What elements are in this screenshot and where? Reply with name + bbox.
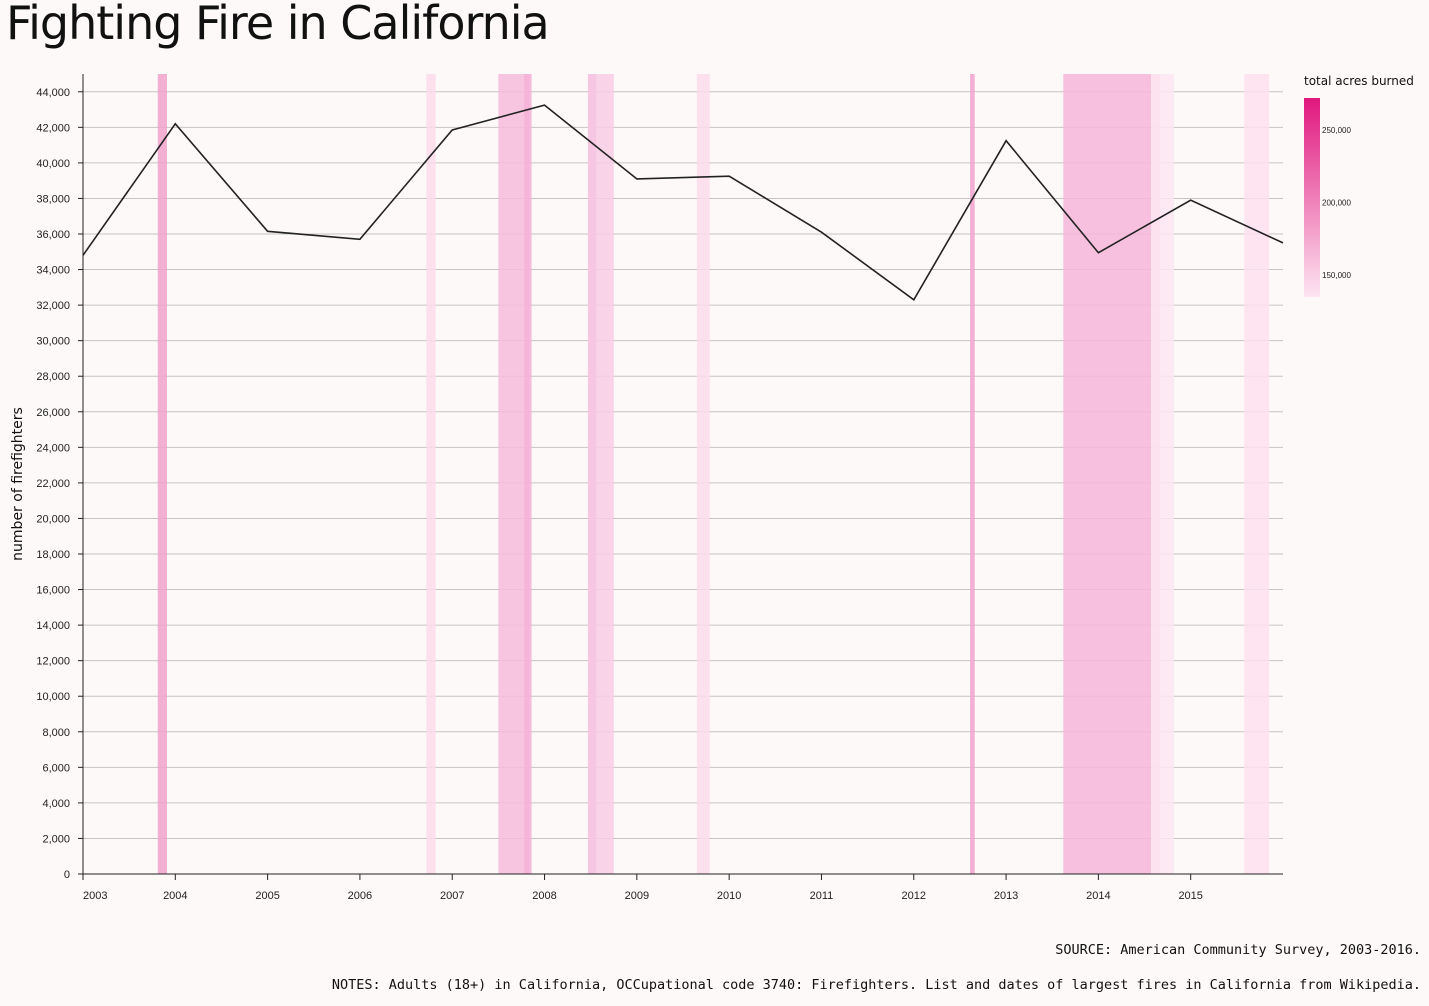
legend-title: total acres burned [1304,74,1414,88]
fire-band [1244,74,1270,874]
y-tick-label: 4,000 [42,798,70,810]
fire-band [498,74,529,874]
y-tick-label: 0 [64,869,70,881]
x-tick-label: 2010 [717,890,741,902]
y-tick-label: 34,000 [36,265,70,277]
fire-band [1063,74,1161,874]
fire-band [157,74,167,874]
notes-note: NOTES: Adults (18+) in California, OCCup… [331,977,1421,993]
y-tick-label: 40,000 [36,158,70,170]
y-tick-label: 12,000 [36,656,70,668]
x-tick-label: 2009 [625,890,649,902]
legend-tick-label: 250,000 [1322,126,1351,135]
series-lines [82,104,1284,301]
legend-tick-label: 200,000 [1322,199,1351,208]
y-tick-label: 8,000 [42,727,70,739]
x-tick-label: 2003 [83,890,107,902]
x-tick-label: 2014 [1086,890,1110,902]
axes: 0 2,000 4,000 6,000 8,000 10,000 12,000 14,000 1… [10,74,1283,902]
legend-color-bar [1304,98,1320,297]
x-tick-label: 2004 [163,890,187,902]
y-tick-label: 16,000 [36,585,70,597]
y-tick-label: 18,000 [36,549,70,561]
y-tick-label: 26,000 [36,407,70,419]
x-tick-label: 2007 [440,890,464,902]
fire-bands [157,74,1270,874]
y-tick-label: 32,000 [36,300,70,312]
fire-band [587,74,597,874]
y-tick-label: 38,000 [36,193,70,205]
fire-band [1151,74,1175,874]
x-tick-label: 2012 [902,890,926,902]
x-tick-label: 2006 [348,890,372,902]
legend-tick-label: 150,000 [1322,271,1351,280]
y-tick-label: 28,000 [36,371,70,383]
fire-band [696,74,710,874]
y-tick-label: 22,000 [36,478,70,490]
y-tick-label: 20,000 [36,513,70,525]
y-tick-label: 10,000 [36,691,70,703]
y-tick-label: 2,000 [42,833,70,845]
series-line [82,104,1284,301]
y-tick-label: 42,000 [36,122,70,134]
fire-band [970,74,975,874]
y-tick-label: 30,000 [36,336,70,348]
x-tick-label: 2013 [994,890,1018,902]
fire-band [426,74,436,874]
x-tick-label: 2008 [532,890,556,902]
x-tick-label: 2015 [1178,890,1202,902]
y-tick-label: 6,000 [42,762,70,774]
x-tick-label: 2011 [810,890,834,902]
y-tick-label: 14,000 [36,620,70,632]
x-tick-label: 2005 [255,890,279,902]
fire-band [524,74,532,874]
y-axis-title: number of firefighters [10,407,26,561]
y-tick-label: 24,000 [36,442,70,454]
page-title: Fighting Fire in California [6,0,550,50]
y-tick-label: 36,000 [36,229,70,241]
y-tick-label: 44,000 [36,87,70,99]
color-legend: total acres burned 250,000 200,000 150,000 [1304,74,1414,297]
source-note: SOURCE: American Community Survey, 2003-… [1055,942,1421,958]
